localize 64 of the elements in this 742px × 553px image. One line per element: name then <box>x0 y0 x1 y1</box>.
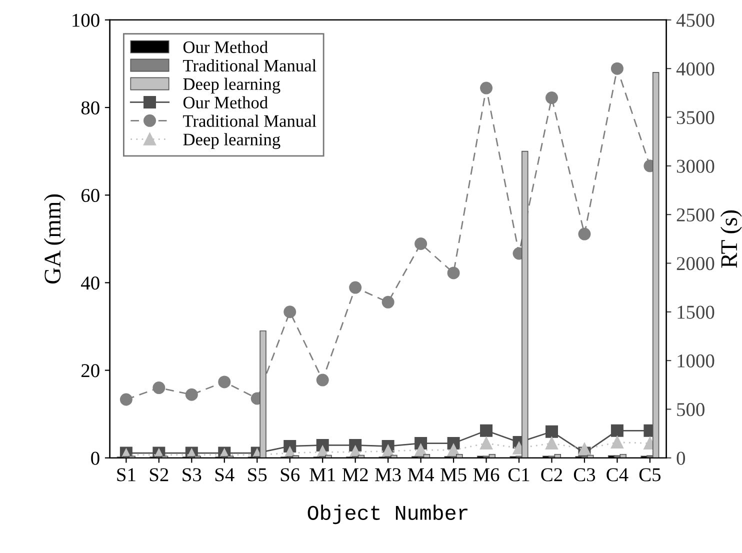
x-tick-label: M1 <box>310 468 335 482</box>
y2-tick-label: 500 <box>677 403 704 416</box>
legend-label: Our Method <box>183 40 268 54</box>
point <box>218 376 231 388</box>
legend-label: Traditional Manual <box>183 59 316 72</box>
point <box>284 306 296 318</box>
y2-tick-label: 2000 <box>676 257 714 270</box>
x-tick-label: C2 <box>541 468 562 482</box>
y2-tick-label: 3000 <box>676 160 714 173</box>
x-tick-label: S5 <box>248 468 267 482</box>
y-tick-label: 100 <box>72 14 100 27</box>
legend-label: Our Method <box>183 96 268 108</box>
point <box>545 92 558 104</box>
point <box>152 382 166 394</box>
point <box>447 266 460 280</box>
point <box>316 374 329 386</box>
x-axis-title: Object Number <box>308 504 468 524</box>
x-tick-label: C5 <box>639 468 661 482</box>
y2-tick-label: 4000 <box>676 62 714 76</box>
y2-tick-label: 0 <box>676 452 686 465</box>
y-tick-label: 40 <box>81 276 100 290</box>
y2-tick-label: 3500 <box>676 111 714 124</box>
y-tick-label: 20 <box>82 364 100 378</box>
point <box>414 238 428 250</box>
x-tick-label: M5 <box>440 468 466 482</box>
y-tick-label: 80 <box>81 101 100 114</box>
x-tick-label: M6 <box>473 468 500 482</box>
point <box>578 228 591 240</box>
point <box>545 425 558 438</box>
y2-tick-label: 1500 <box>678 306 714 319</box>
legend-label: Traditional Manual <box>183 114 316 127</box>
y2-tick-label: 2500 <box>676 208 714 222</box>
x-tick-label: C4 <box>606 468 628 482</box>
x-tick-label: S2 <box>150 468 168 482</box>
point <box>480 82 493 94</box>
x-tick-label: M4 <box>408 468 434 482</box>
legend-label: Deep learning <box>183 78 280 94</box>
x-tick-label: S4 <box>215 468 234 482</box>
point <box>610 424 624 437</box>
point <box>545 437 558 450</box>
x-tick-label: S3 <box>182 468 202 482</box>
x-tick-label: M3 <box>375 468 401 482</box>
x-tick-label: C3 <box>574 468 596 482</box>
point <box>185 388 198 401</box>
y2-tick-label: 4500 <box>676 14 714 27</box>
x-tick-label: S6 <box>280 468 300 482</box>
point <box>349 281 362 294</box>
x-tick-label: M2 <box>342 468 368 482</box>
y-axis-title: GA (mm) <box>44 194 66 284</box>
point <box>480 424 493 437</box>
point <box>382 296 394 308</box>
y2-axis-title: RT (s) <box>720 210 742 268</box>
x-tick-label: S1 <box>117 468 136 482</box>
legend-label: Deep learning <box>183 133 280 149</box>
y2-tick-label: 1000 <box>678 354 714 368</box>
y-tick-label: 0 <box>91 452 100 465</box>
point <box>414 444 428 456</box>
point <box>610 436 624 449</box>
y-tick-label: 60 <box>81 188 100 202</box>
point <box>610 62 624 75</box>
point <box>120 393 132 406</box>
x-tick-label: C1 <box>508 468 530 482</box>
point <box>480 437 493 450</box>
point <box>578 442 591 456</box>
